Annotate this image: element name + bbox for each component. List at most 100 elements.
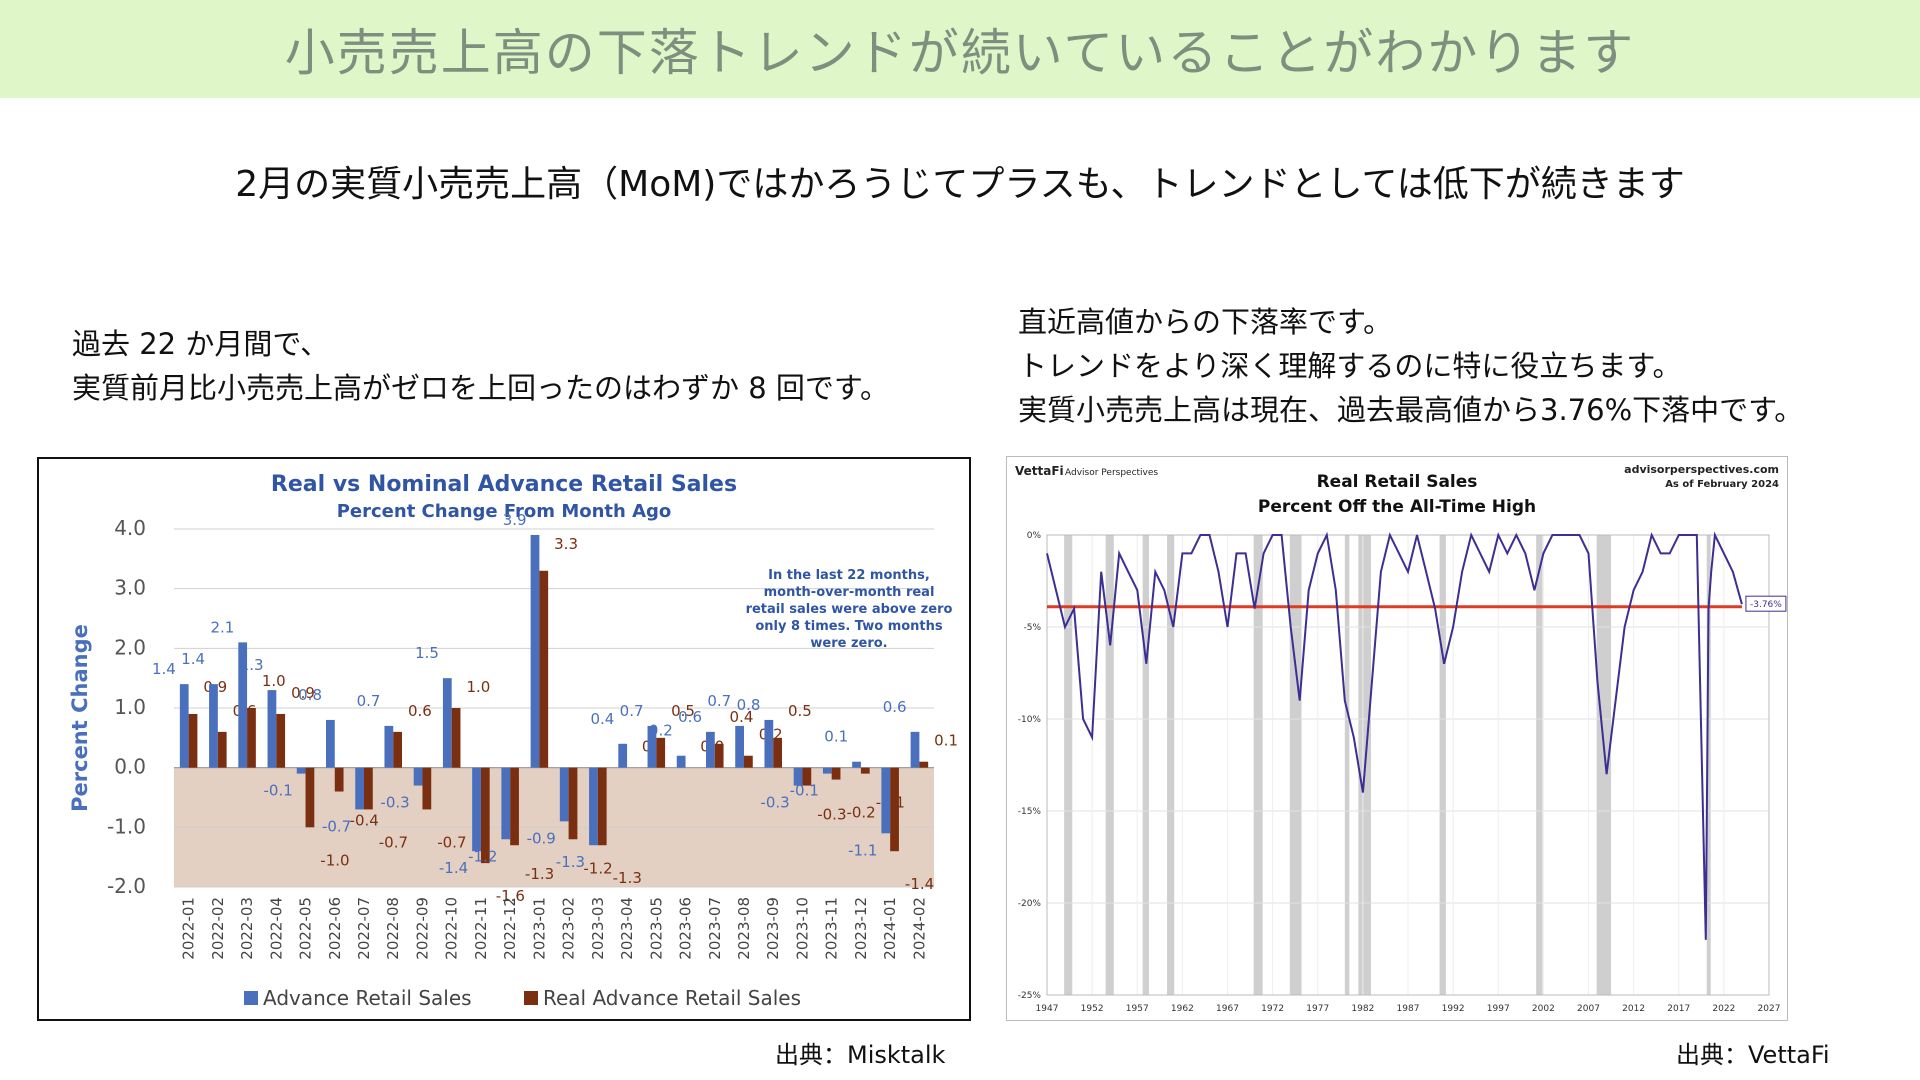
bar-nominal-2023-10: [793, 767, 803, 786]
data-label-real: 3.3: [554, 535, 578, 553]
data-label-nominal: -0.9: [527, 829, 556, 847]
data-label-nominal: 0.7: [707, 692, 731, 710]
x-tick-label: 1977: [1306, 1004, 1329, 1014]
bar-real-2023-12: [860, 767, 870, 774]
bar-real-2023-01: [539, 570, 549, 768]
bar-real-2022-05: [305, 767, 315, 828]
chart-subtitle: Percent Off the All-Time High: [1258, 497, 1536, 517]
x-tick-label: 2023-04: [618, 897, 636, 960]
left-note-line-1: 過去 22 か月間で、: [72, 327, 330, 361]
x-tick-label: 2022-12: [501, 897, 519, 960]
data-label-nominal: 0.1: [824, 728, 848, 746]
data-label-real: -1.3: [525, 865, 554, 883]
x-tick-label: 2022-03: [238, 897, 256, 960]
data-label-nominal: -0.3: [380, 794, 409, 812]
bar-real-2022-02: [217, 731, 227, 768]
banner-title: 小売売上高の下落トレンドが続いていることがわかります: [284, 24, 1636, 82]
x-tick-label: 2023-10: [793, 897, 811, 960]
data-label-nominal: -1.3: [556, 853, 585, 871]
data-label-real: -1.3: [613, 869, 642, 887]
bar-nominal-2023-06: [676, 755, 686, 768]
data-label-nominal: 1.3: [240, 656, 264, 674]
current-value-box: [1745, 595, 1787, 612]
x-tick-label: 2023-12: [852, 897, 870, 960]
bar-real-2022-12: [510, 767, 519, 846]
data-label-nominal: -1.2: [468, 847, 497, 865]
recession-band-5: [1289, 535, 1302, 995]
data-label-nominal: 1.4: [152, 660, 176, 678]
data-label-nominal: -1.1: [848, 841, 877, 859]
y-tick-label: -15%: [1018, 807, 1042, 817]
x-tick-label: 2023-08: [735, 897, 753, 960]
x-tick-label: 2022-01: [180, 897, 198, 960]
bar-nominal-2023-01: [530, 534, 540, 768]
bar-real-2022-06: [334, 767, 344, 792]
y-tick-label: 3.0: [114, 576, 146, 600]
bar-nominal-2023-03: [589, 767, 598, 846]
data-label-nominal: -1.4: [439, 859, 468, 877]
y-tick-label: -25%: [1018, 991, 1042, 1001]
bar-nominal-2023-11: [822, 767, 832, 774]
left-note-line-2: 実質前月比小売売上高がゼロを上回ったのはわずか 8 回です。: [72, 371, 889, 405]
bar-real-2023-11: [831, 767, 841, 780]
legend-swatch-nominal: [244, 991, 258, 1005]
slide-subtitle: 2月の実質小売売上高（MoM)ではかろうじてプラスも、トレンドとしては低下が続き…: [235, 164, 1685, 205]
chart-subtitle: Percent Change From Month Ago: [337, 501, 672, 522]
x-tick-label: 2022-04: [267, 897, 285, 960]
x-tick-label: 1947: [1036, 1004, 1059, 1014]
data-label-real: 0.1: [934, 732, 958, 750]
bar-nominal-2023-12: [852, 761, 861, 768]
x-tick-label: 1962: [1171, 1004, 1194, 1014]
x-tick-label: 1992: [1442, 1004, 1465, 1014]
x-tick-label: 2023-09: [764, 897, 782, 960]
y-tick-label: -5%: [1023, 623, 1041, 633]
x-tick-label: 2022-11: [472, 897, 490, 960]
bar-nominal-2022-12: [501, 767, 511, 840]
bar-real-2022-09: [422, 767, 432, 810]
x-tick-label: 1967: [1216, 1004, 1239, 1014]
right-note-line-2: トレンドをより深く理解するのに特に役立ちます。: [1018, 349, 1682, 383]
recession-band-6: [1344, 535, 1350, 995]
data-label-real: 1.0: [466, 678, 490, 696]
data-label-nominal: -0.1: [790, 782, 819, 800]
bar-nominal-2023-09: [764, 719, 774, 768]
bar-real-2024-02: [919, 761, 929, 768]
data-label-real: 0.5: [671, 702, 695, 720]
data-label-nominal: 0.8: [737, 696, 761, 714]
legend-swatch-real: [524, 991, 538, 1005]
bar-nominal-2022-04: [267, 690, 277, 768]
recession-band-10: [1596, 535, 1612, 995]
bar-nominal-2023-05: [647, 725, 657, 768]
x-tick-label: 2022-10: [443, 897, 461, 960]
source-left: 出典：Misktalk: [775, 1041, 946, 1069]
data-label-nominal: 0.7: [620, 702, 644, 720]
bar-nominal-2023-08: [735, 725, 744, 768]
bar-nominal-2024-02: [910, 731, 920, 768]
bar-nominal-2022-11: [472, 767, 481, 852]
y-tick-label: 0%: [1027, 531, 1042, 541]
data-label-real: -0.2: [846, 804, 875, 822]
data-label-real: -1.2: [583, 859, 612, 877]
data-label-nominal: 1.5: [415, 644, 439, 662]
bar-real-2023-10: [802, 767, 812, 786]
bar-nominal-2022-09: [413, 767, 423, 786]
x-tick-label: 2022-05: [297, 897, 315, 960]
x-tick-label: 2023-02: [560, 897, 578, 960]
bar-real-2023-05: [656, 737, 666, 768]
bar-real-2024-01: [890, 767, 899, 852]
legend-label-nominal: Advance Retail Sales: [263, 986, 472, 1010]
bar-real-2023-08: [744, 755, 753, 768]
bar-nominal-2022-10: [442, 678, 452, 768]
x-tick-label: 1972: [1261, 1004, 1284, 1014]
x-tick-label: 1997: [1487, 1004, 1510, 1014]
bar-nominal-2023-04: [618, 743, 628, 768]
x-tick-label: 2023-05: [647, 897, 665, 960]
data-label-real: -0.7: [437, 833, 466, 851]
bar-chart: Real vs Nominal Advance Retail Sales Perc…: [68, 472, 958, 1010]
series-line: [1046, 531, 1743, 940]
bar-real-2023-03: [597, 767, 607, 846]
x-tick-label: 2027: [1758, 1004, 1781, 1014]
data-label-nominal: -0.7: [322, 817, 351, 835]
recession-band-4: [1253, 535, 1263, 995]
recession-band-8: [1439, 535, 1446, 995]
